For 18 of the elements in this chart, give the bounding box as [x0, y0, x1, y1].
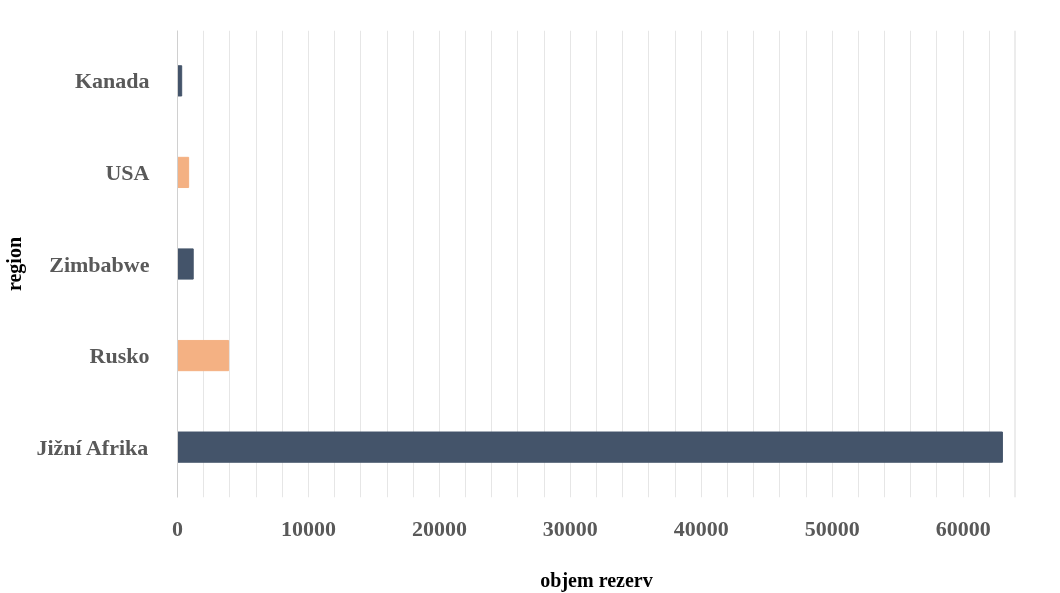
x-tick-label: 0 — [172, 515, 183, 541]
x-axis-title: objem rezerv — [540, 568, 653, 592]
y-tick-label: Zimbabwe — [49, 251, 150, 277]
x-tick-label: 60000 — [935, 515, 991, 541]
y-tick-label: USA — [105, 159, 150, 185]
y-tick-label: Kanada — [74, 68, 150, 94]
y-tick-label: Rusko — [89, 343, 150, 369]
x-tick-label: 50000 — [804, 515, 860, 541]
bar — [177, 431, 1003, 463]
y-axis-title: region — [3, 236, 27, 292]
x-tick-label: 10000 — [280, 515, 336, 541]
bar — [177, 156, 190, 189]
x-tick-label: 40000 — [673, 515, 729, 541]
bar — [177, 339, 230, 372]
y-tick-label: Jižní Afrika — [36, 434, 149, 460]
bar — [177, 248, 194, 280]
x-tick-label: 20000 — [411, 515, 467, 541]
x-tick-label: 30000 — [542, 515, 598, 541]
